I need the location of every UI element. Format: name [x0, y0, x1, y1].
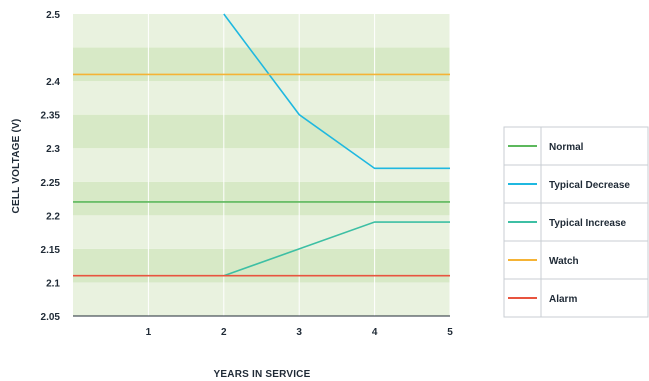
grid [73, 14, 451, 317]
x-tick-label: 1 [146, 327, 152, 338]
background-band [73, 181, 450, 216]
y-tick-label: 2.3 [46, 144, 60, 155]
x-tick-labels: 1 2 3 4 5 [146, 327, 454, 338]
legend-label: Typical Decrease [549, 180, 630, 191]
y-tick-label: 2.4 [46, 77, 60, 88]
y-tick-label: 2.15 [41, 245, 61, 256]
x-tick-label: 2 [221, 327, 227, 338]
background-band [73, 14, 450, 48]
background-band [73, 215, 450, 249]
y-tick-label: 2.25 [41, 178, 61, 189]
background-bands [73, 14, 450, 316]
legend: Normal Typical Decrease Typical Increase Wa… [503, 126, 649, 318]
background-band [73, 282, 450, 316]
x-tick-label: 3 [296, 327, 302, 338]
x-axis-title: YEARS IN SERVICE [214, 369, 311, 380]
background-band [73, 248, 450, 283]
background-band [73, 148, 450, 182]
y-tick-label: 2.1 [46, 278, 60, 289]
y-tick-label: 2.2 [46, 211, 60, 222]
y-tick-labels: 2.05 2.1 2.15 2.2 2.25 2.3 2.35 2.4 2.5 [41, 10, 61, 323]
legend-label: Typical Increase [549, 218, 627, 229]
legend-label: Watch [549, 256, 579, 267]
series-lines [73, 13, 450, 277]
y-tick-label: 2.35 [41, 111, 61, 122]
legend-label: Alarm [549, 294, 577, 305]
y-tick-label: 2.05 [41, 312, 61, 323]
background-band [73, 81, 450, 115]
y-axis-title: CELL VOLTAGE (V) [11, 119, 22, 214]
x-tick-label: 5 [447, 327, 453, 338]
y-tick-label: 2.5 [46, 10, 60, 21]
series-line-typical-decrease [223, 13, 450, 170]
background-band [73, 114, 450, 149]
series-line-typical-increase [223, 221, 450, 277]
legend-label: Normal [549, 142, 584, 153]
x-tick-label: 4 [372, 327, 378, 338]
